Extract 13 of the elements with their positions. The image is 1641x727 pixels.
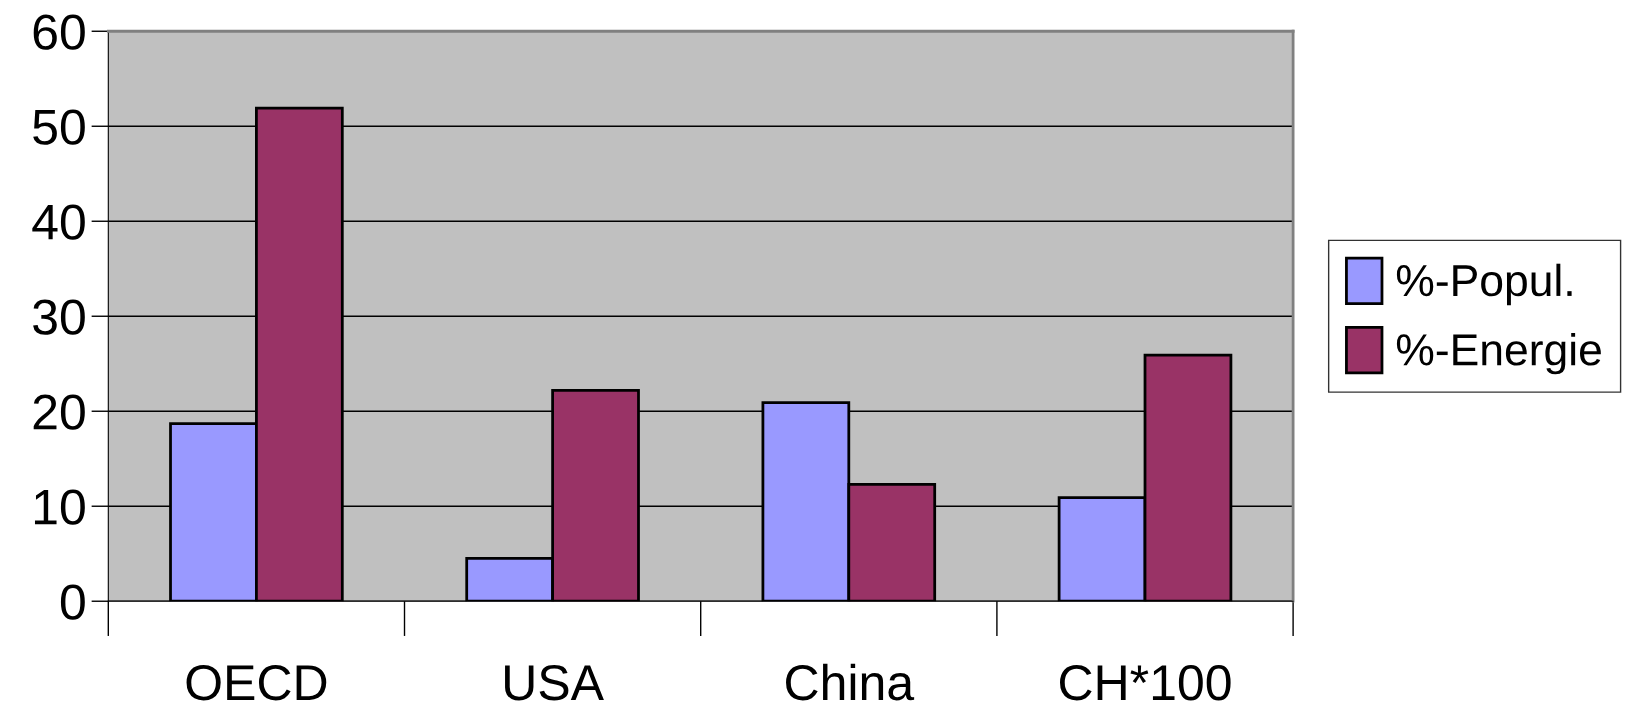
legend-label: %-Popul.: [1396, 263, 1572, 306]
y-tick-label: 60: [33, 14, 85, 50]
y-tick-label: 50: [33, 109, 85, 145]
x-tick-label: CH*100: [1060, 665, 1231, 701]
legend-label: %-Energie: [1396, 332, 1601, 375]
x-tick-label: China: [786, 663, 915, 701]
y-tick-label: 10: [34, 489, 85, 525]
y-tick-label: 0: [60, 584, 85, 620]
y-tick-label: 30: [33, 299, 85, 335]
y-tick-label: 20: [33, 394, 85, 430]
x-tick-label: USA: [505, 665, 604, 701]
y-tick-label: 40: [32, 204, 85, 240]
x-tick-label: OECD: [186, 665, 327, 701]
